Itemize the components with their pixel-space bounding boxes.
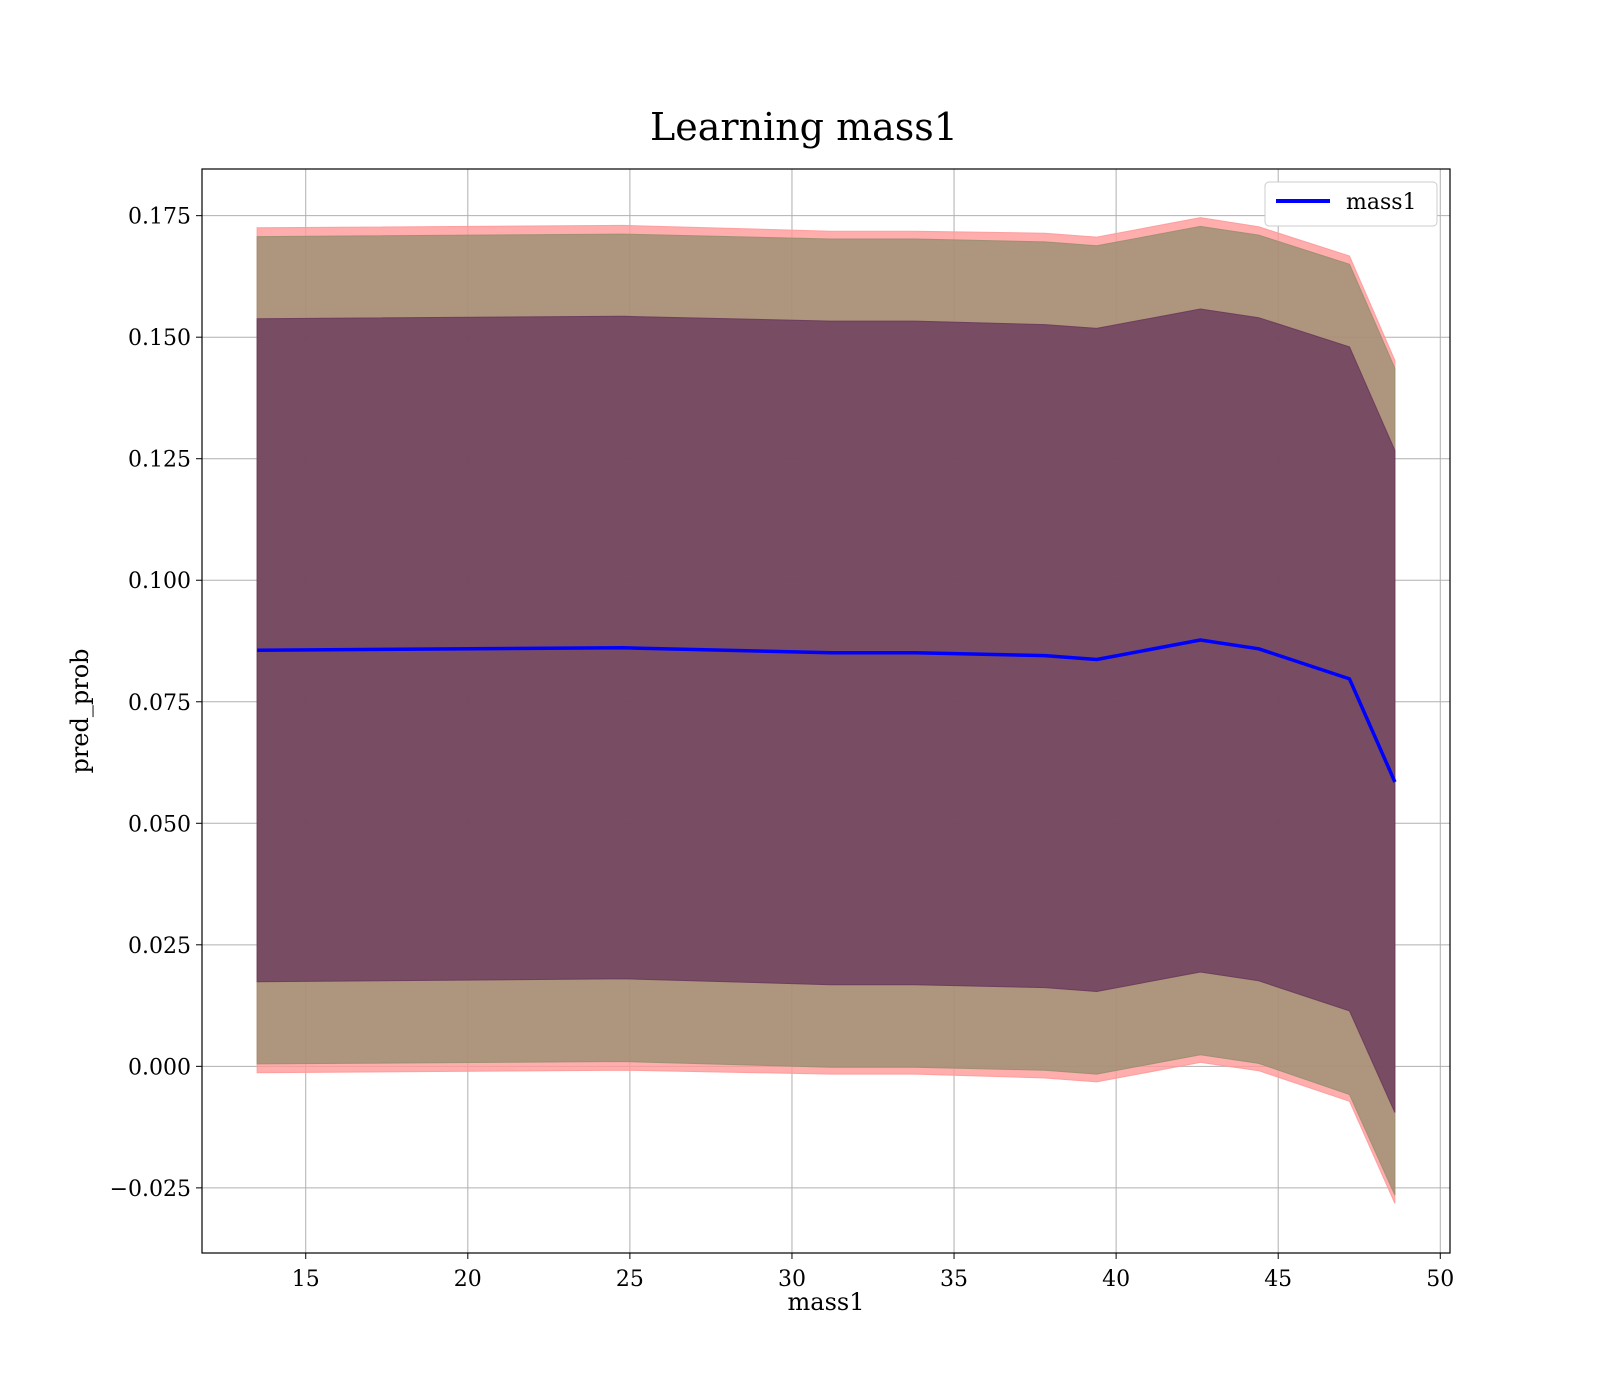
y-tick-label: 0.125 [128,448,191,473]
y-axis-label: pred_prob [66,648,94,773]
plot-area-frame [201,168,1451,1254]
bands [256,217,1396,1204]
y-tick-label: 0.000 [128,1055,191,1080]
y-tick-label: 0.025 [128,934,191,959]
confidence-band [256,308,1396,1113]
x-tick-label: 35 [940,1267,968,1292]
y-tick-label: 0.175 [128,205,191,230]
series-lines [257,638,1397,783]
y-tick-label: 0.075 [128,691,191,716]
x-tick-label: 30 [778,1267,806,1292]
x-tick-label: 45 [1264,1267,1292,1292]
chart-title: Learning mass1 [650,105,958,149]
y-tick-label: 0.050 [128,812,191,837]
x-tick-label: 25 [616,1267,644,1292]
series-line [257,638,1397,783]
legend[interactable]: mass1 [1264,181,1438,227]
y-ticks: −0.025 0.000 0.025 0.050 0.075 0.100 0.125 0.15… [110,205,202,1202]
x-tick-label: 20 [454,1267,482,1292]
x-axis-label: mass1 [788,1288,865,1316]
x-ticks: 15 20 25 30 35 40 45 50 [292,1253,1454,1292]
y-tick-label: −0.025 [110,1177,191,1202]
x-tick-label: 50 [1426,1267,1454,1292]
legend-box [1264,181,1438,227]
y-tick-label: 0.100 [128,569,191,594]
x-tick-label: 40 [1102,1267,1130,1292]
x-tick-label: 15 [292,1267,320,1292]
legend-label: mass1 [1346,190,1417,215]
y-tick-label: 0.150 [128,326,191,351]
